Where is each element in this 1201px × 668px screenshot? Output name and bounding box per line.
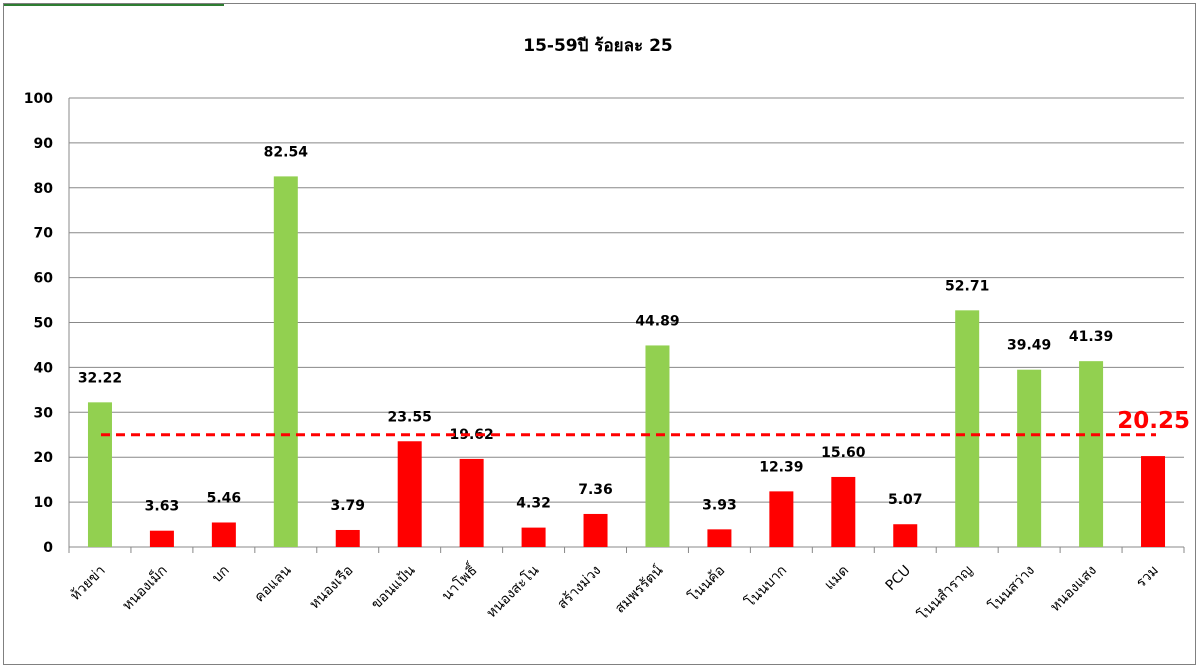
chart-frame: 15-59ปี ร้อยละ 25 0 10 20 30 40 50 60 70 80 90 100… (3, 3, 1196, 665)
bar-7 (459, 458, 484, 547)
data-label: 82.54 (264, 144, 309, 160)
data-labels: 32.22 3.63 5.46 82.54 3.79 23.55 19.62 4.32 7.36… (78, 144, 1113, 514)
bars (87, 176, 1166, 548)
x-tick-label: สมพรรัตน์ (611, 562, 666, 617)
x-tick-label: แมด (821, 563, 852, 594)
bar-1 (87, 402, 112, 547)
y-tick-label: 0 (43, 540, 53, 556)
data-label: 44.89 (635, 313, 679, 329)
data-label: 32.22 (78, 370, 122, 386)
bar-5 (335, 529, 360, 547)
bar-15 (955, 310, 980, 547)
y-tick-labels: 0 10 20 30 40 50 60 70 80 90 100 (24, 91, 53, 556)
y-tick-label: 80 (34, 181, 54, 197)
target-overlay: 20.25 (101, 408, 1190, 437)
bar-4 (273, 176, 298, 548)
total-annotation: 20.25 (1117, 408, 1190, 434)
x-tick-label: รวม (1133, 563, 1162, 592)
x-tick-label: ห้วยข่า (67, 563, 109, 605)
data-label: 12.39 (759, 459, 803, 475)
gridlines (68, 97, 1185, 553)
data-label: 5.07 (888, 492, 923, 508)
y-tick-label: 100 (24, 91, 53, 107)
x-tick-label: นาโพธิ์ (437, 559, 482, 604)
bar-9 (583, 513, 608, 547)
data-label: 7.36 (578, 482, 613, 498)
data-label: 52.71 (945, 278, 989, 294)
x-tick-label: สร้างม่วง (554, 563, 604, 613)
bar-chart: 15-59ปี ร้อยละ 25 0 10 20 30 40 50 60 70 80 90 100… (24, 35, 1190, 624)
data-label: 15.60 (821, 445, 866, 461)
y-tick-label: 90 (34, 136, 54, 152)
data-label: 19.62 (449, 427, 493, 443)
data-label: 23.55 (388, 409, 432, 425)
y-tick-label: 70 (34, 226, 54, 242)
data-label: 41.39 (1069, 329, 1113, 345)
bar-8 (521, 527, 546, 547)
y-tick-label: 40 (34, 360, 54, 376)
x-tick-label: หนองสะโน (483, 562, 543, 622)
x-tick-label: คอแลน (252, 562, 295, 605)
x-tick-labels: ห้วยข่า หนองเม็ก บก คอแลน หนองเรือ ขอนแป้น นาโ… (67, 559, 1162, 623)
x-tick-label: หนองแสง (1047, 563, 1100, 616)
x-tick-label: โนนสว่าง (985, 562, 1038, 615)
x-tick-label: โนนบาก (741, 562, 790, 611)
bar-16 (1017, 369, 1042, 547)
y-tick-label: 10 (34, 495, 54, 511)
data-label: 3.93 (702, 497, 737, 513)
data-label: 5.46 (207, 490, 242, 506)
bar-13 (831, 476, 856, 547)
bar-3 (211, 522, 236, 547)
x-tick-label: โนนสำราญ (914, 562, 976, 624)
y-tick-label: 50 (34, 316, 54, 332)
chart-title: 15-59ปี ร้อยละ 25 (523, 35, 673, 56)
top-accent-line (4, 4, 224, 6)
data-label: 3.79 (330, 498, 365, 514)
x-tick-label: PCU (883, 563, 914, 594)
y-tick-label: 20 (34, 450, 54, 466)
bar-2 (149, 530, 174, 547)
bar-14 (893, 524, 918, 547)
bar-11 (707, 529, 732, 547)
bar-10 (645, 345, 670, 547)
data-label: 3.63 (145, 499, 180, 515)
bar-6 (397, 441, 422, 547)
x-tick-label: หนองเม็ก (118, 561, 171, 614)
data-label: 4.32 (516, 496, 551, 512)
bar-17 (1079, 361, 1104, 547)
x-tick-label: หนองเรือ (307, 563, 357, 613)
bar-18 (1141, 456, 1166, 547)
data-label: 39.49 (1007, 338, 1051, 354)
x-tick-label: บก (209, 563, 233, 587)
x-tick-label: โนนค้อ (685, 562, 728, 605)
y-tick-label: 60 (34, 271, 54, 287)
x-tick-label: ขอนแป้น (368, 562, 419, 613)
bar-12 (769, 491, 794, 547)
y-tick-label: 30 (34, 405, 54, 421)
